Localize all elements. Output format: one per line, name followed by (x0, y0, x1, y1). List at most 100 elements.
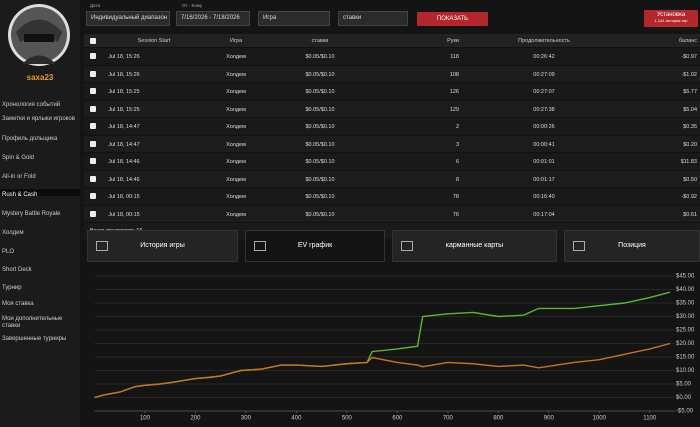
show-button[interactable]: ПОКАЗАТЬ (417, 12, 488, 26)
column-header: Игра (229, 38, 243, 44)
table-row[interactable]: Jul 18, 14:46 Холдем $0.05/$0.10 8 00:01:17 $… (84, 170, 700, 188)
sidebar-item[interactable]: All-in or Fold (2, 174, 36, 180)
cell: Холдем (226, 159, 246, 165)
range-label: От - Кому (182, 3, 203, 8)
cell: $0.05/$0.10 (305, 124, 335, 130)
checkbox[interactable] (90, 175, 96, 182)
x-tick-label: 600 (392, 416, 403, 422)
sidebar-item[interactable]: Моя ставка (2, 301, 34, 307)
sidebar-item[interactable]: Профиль дольщика (2, 136, 58, 142)
cell: 118 (450, 54, 459, 60)
checkbox[interactable] (90, 210, 96, 217)
install-button[interactable]: Установка 1,141 история игр (644, 10, 698, 27)
tab-icon (401, 241, 413, 251)
column-header: Продолжительность (518, 38, 570, 44)
date-range-input[interactable]: 7/16/2026 - 7/18/2026 (176, 11, 250, 26)
cell: 126 (449, 89, 459, 95)
table-row[interactable]: Jul 18, 15:26 Холдем $0.05/$0.10 108 00:27:0… (84, 65, 700, 83)
tab-label: карманные карты (445, 242, 504, 249)
date-range: 7/16/2026 - 7/18/2026 (181, 15, 240, 21)
table-row[interactable]: Jul 18, 14:47 Холдем $0.05/$0.10 3 00:00:41 $… (84, 135, 700, 153)
table-row[interactable]: Jul 18, 15:25 Холдем $0.05/$0.10 129 00:27:3… (84, 100, 700, 118)
checkbox[interactable] (90, 88, 96, 94)
table-row[interactable]: Jul 18, 15:26 Холдем $0.05/$0.10 118 00:26:4… (84, 48, 700, 66)
x-tick-label: 200 (190, 416, 201, 422)
cell: $0.05/$0.10 (305, 141, 335, 148)
game: Игра (263, 15, 277, 21)
checkbox[interactable] (90, 123, 96, 129)
tab[interactable]: История игры (87, 230, 238, 262)
y-tick-label: $20.00 (676, 341, 695, 347)
tab-icon (254, 241, 266, 251)
column-header: Руки (447, 38, 459, 44)
cell: $0.05/$0.10 (305, 71, 335, 78)
cell: Jul 18, 14:47 (108, 124, 140, 130)
checkbox[interactable] (90, 53, 96, 59)
x-tick-label: 300 (241, 416, 252, 422)
y-tick-label: $35.00 (676, 301, 695, 307)
y-tick-label: $10.00 (676, 368, 695, 374)
sidebar-item[interactable]: Mystery Battle Royale (2, 211, 61, 217)
table-row[interactable]: Jul 18, 14:47 Холдем $0.05/$0.10 2 00:00:26 $… (84, 118, 700, 136)
cell: 00:27:07 (533, 89, 555, 95)
sidebar-item[interactable]: Холдем (2, 230, 24, 236)
table-row[interactable]: Jul 18, 00:15 Холдем $0.05/$0.10 78 00:16:40… (84, 188, 700, 206)
sidebar-item[interactable]: Мои дополнительные ставки (2, 316, 63, 329)
cell: Холдем (226, 141, 246, 148)
cell: 00:16:40 (533, 194, 555, 200)
cell: 00:26:42 (533, 54, 555, 60)
checkbox[interactable] (90, 70, 96, 77)
tab-label: Позиция (618, 242, 646, 249)
sidebar-item[interactable]: Spin & Gold (2, 155, 35, 161)
sessions-table: Session Start Игра ставки Руки Продолжительн… (84, 34, 700, 239)
cell: 6 (455, 159, 459, 165)
cell: Холдем (226, 176, 246, 183)
cell: 00:01:01 (533, 159, 555, 165)
cell: $0.05/$0.10 (305, 211, 335, 218)
cell: $0.05/$0.10 (305, 176, 335, 183)
checkbox[interactable] (90, 158, 96, 164)
series-line (94, 342, 671, 399)
cell: 00:00:41 (533, 141, 555, 148)
cell: 129 (449, 106, 459, 113)
cell: Jul 18, 14:47 (108, 141, 140, 148)
table-row[interactable]: Jul 18, 00:15 Холдем $0.05/$0.10 76 00:17:04… (84, 205, 700, 223)
tab[interactable]: EV график (245, 230, 385, 262)
x-tick-label: 1100 (643, 416, 657, 422)
cell: 8 (455, 176, 459, 183)
table-row[interactable]: Jul 18, 15:25 Холдем $0.05/$0.10 126 00:27:0… (84, 83, 700, 101)
sidebar-item[interactable]: Завершенные турниры (2, 336, 67, 342)
y-tick-label: $40.00 (676, 287, 695, 293)
sidebar-item[interactable]: Хронология событий (2, 102, 61, 108)
x-tick-label: 100 (140, 416, 151, 422)
date-type-select[interactable]: Индивидуальный диапазон (86, 11, 170, 26)
sidebar-item[interactable]: Заметки и ярлыки игроков (2, 116, 75, 122)
sidebar-item[interactable]: PLO (2, 249, 15, 255)
table-row[interactable]: Jul 18, 14:46 Холдем $0.05/$0.10 6 00:01:01 $… (84, 153, 700, 171)
y-tick-label: $30.00 (676, 314, 695, 320)
sidebar-item[interactable]: Short Deck (2, 267, 32, 273)
game-select[interactable]: Игра (258, 11, 330, 26)
tab[interactable]: карманные карты (392, 230, 557, 262)
cell: Холдем (226, 194, 246, 200)
cell: Jul 18, 14:46 (108, 176, 140, 183)
cell: -$0.97 (681, 54, 697, 60)
cell: $0.20 (683, 141, 697, 148)
username: saxa23 (26, 73, 54, 82)
cell: Jul 18, 14:46 (108, 159, 140, 165)
cell: 108 (449, 71, 459, 78)
checkbox[interactable] (90, 105, 96, 112)
stakes-select[interactable]: ставки (338, 11, 408, 26)
checkbox[interactable] (90, 140, 96, 147)
cell: -$0.92 (681, 194, 697, 200)
sidebar-item[interactable]: Rush & Cash (0, 189, 80, 198)
tab[interactable]: Позиция (564, 230, 700, 262)
tab-label: История игры (140, 242, 185, 249)
y-tick-label: -$5.00 (676, 409, 694, 415)
install-label: Установка (656, 12, 686, 18)
cell: Jul 18, 15:26 (108, 71, 140, 78)
cell: Jul 18, 15:26 (108, 54, 140, 60)
x-tick-label: 1000 (593, 416, 607, 422)
checkbox[interactable] (90, 193, 96, 199)
sidebar-item[interactable]: Турнир (2, 285, 22, 291)
